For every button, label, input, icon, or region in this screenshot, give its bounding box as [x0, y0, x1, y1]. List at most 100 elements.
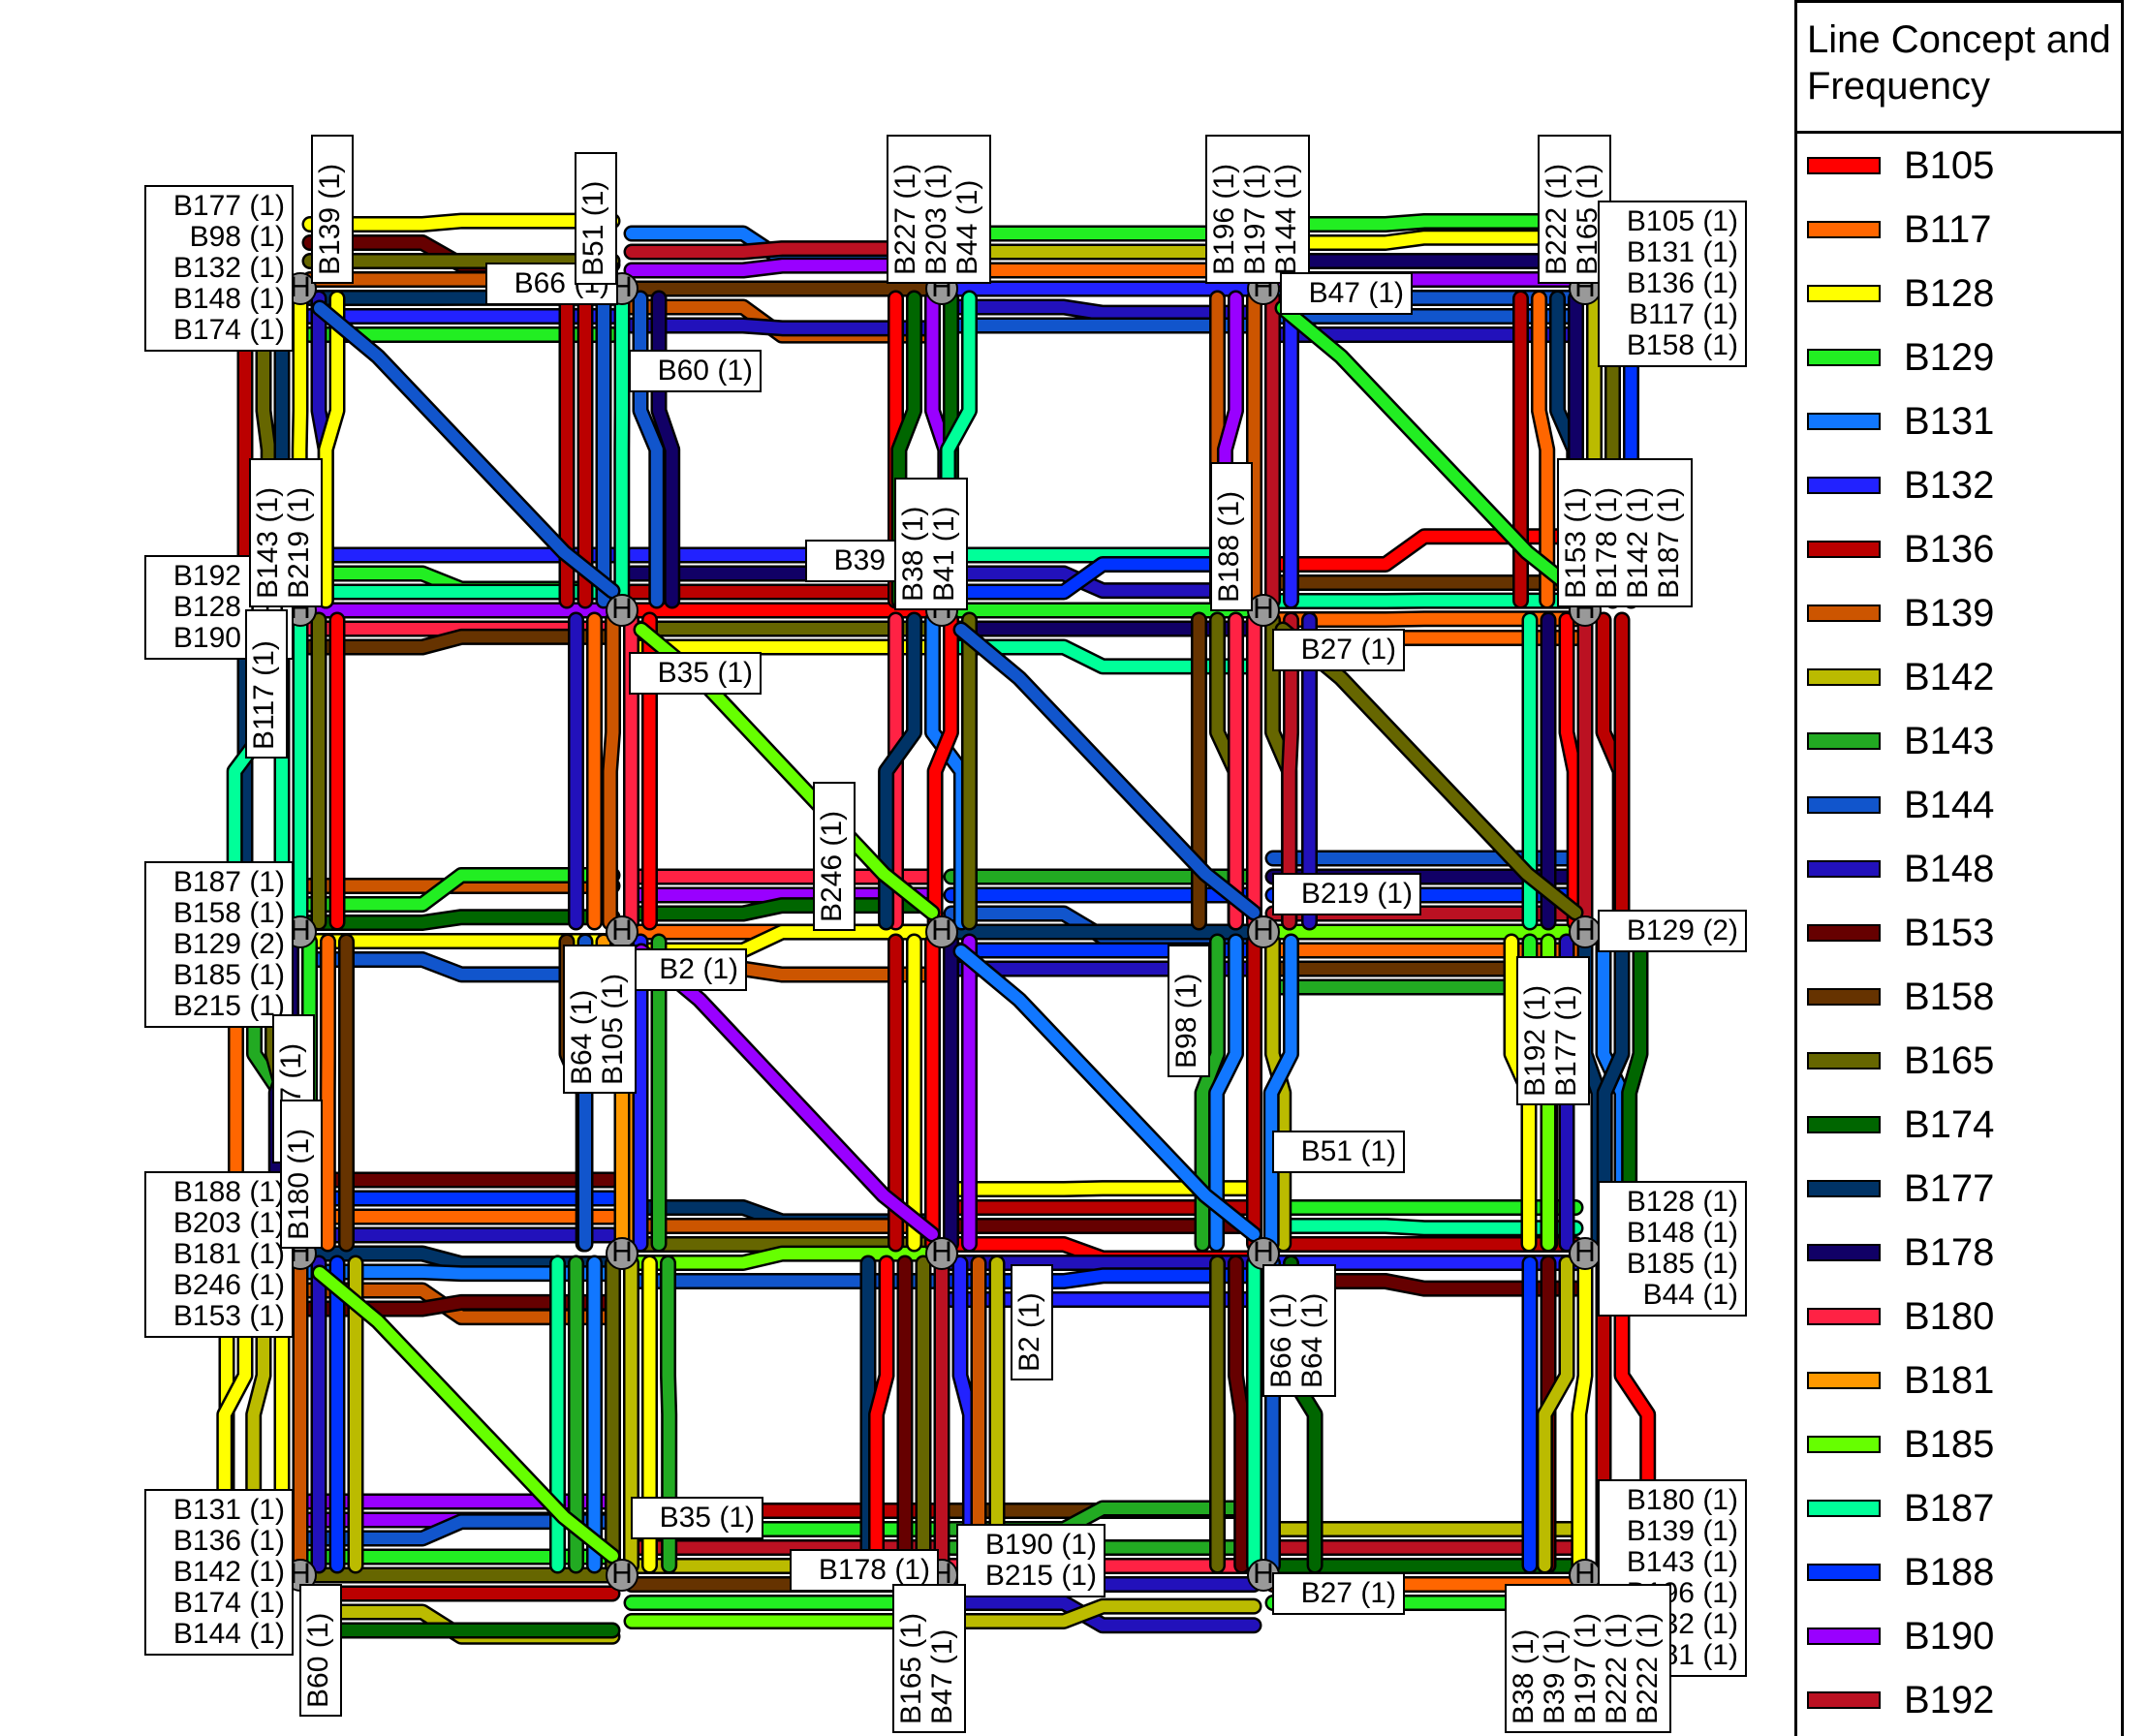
- stop-node[interactable]: H: [606, 593, 638, 627]
- stop-label-box: [1280, 272, 1413, 315]
- legend-swatch: [1807, 668, 1881, 686]
- stop-node-symbol: H: [611, 593, 633, 625]
- legend-item: B158: [1807, 968, 1994, 1026]
- stop-label-text: B178 (1): [819, 1554, 930, 1586]
- stop-label: B219 (1): [1272, 873, 1421, 915]
- stop-label: B190 (1)B215 (1): [956, 1524, 1106, 1597]
- stop-label-text: B51 (1): [1301, 1135, 1396, 1167]
- stop-node[interactable]: H: [925, 914, 958, 948]
- line-track: [304, 1266, 618, 1280]
- stop-label-text: B136 (1): [173, 1525, 285, 1557]
- legend-label: B181: [1904, 1358, 1995, 1402]
- line-track: [946, 641, 1260, 672]
- stop-label-box: [144, 1171, 294, 1338]
- stop-label: B105 (1)B131 (1)B136 (1)B117 (1)B158 (1): [1598, 201, 1747, 367]
- stop-node[interactable]: H: [1569, 1236, 1602, 1270]
- stop-node-circle: [606, 1237, 638, 1270]
- stop-label: B35 (1): [629, 652, 762, 695]
- stop-node[interactable]: H: [1569, 914, 1602, 948]
- line-track: [946, 1269, 1260, 1287]
- stop-node-symbol: H: [931, 1236, 952, 1268]
- legend-item: B153: [1807, 904, 1994, 962]
- stop-label-text: B139 (1): [1627, 1515, 1738, 1547]
- stop-label: B131 (1)B136 (1)B142 (1)B174 (1)B144 (1): [144, 1489, 294, 1656]
- stop-node[interactable]: H: [925, 1236, 958, 1270]
- line-track: [1623, 936, 1646, 1250]
- line-track: [304, 953, 618, 980]
- stop-label: B38 (1) B41 (1): [894, 478, 968, 610]
- line-track: [870, 1257, 892, 1571]
- stop-label-text: B2 (1): [659, 953, 738, 985]
- legend-title-line2: Frequency: [1807, 65, 1990, 108]
- stop-node-symbol: H: [1574, 1236, 1596, 1268]
- stop-label-text: B158 (1): [173, 897, 285, 929]
- stop-label: B153 (1) B178 (1) B142 (1) B187 (1): [1557, 458, 1693, 607]
- stop-node[interactable]: H: [1247, 914, 1280, 948]
- legend-swatch: [1807, 1691, 1881, 1709]
- stop-label-text: B144 (1): [173, 1618, 285, 1650]
- stop-label: B196 (1) B197 (1) B144 (1): [1205, 135, 1310, 284]
- stop-label: B143 (1) B219 (1): [249, 458, 323, 607]
- legend-swatch: [1807, 1564, 1881, 1581]
- stop-label-text: B143 (1): [252, 487, 284, 599]
- stop-label-text: B181 (1): [173, 1238, 285, 1270]
- stop-label-text: B203 (1): [173, 1207, 285, 1239]
- line-track: [1267, 612, 1581, 626]
- stop-label-text: B60 (1): [658, 355, 753, 387]
- line-track: [626, 320, 938, 334]
- stop-label-text: B188 (1): [173, 1176, 285, 1208]
- legend-item: B192: [1807, 1671, 1994, 1729]
- line-track: [1267, 215, 1581, 231]
- stop-label-text: B219 (1): [283, 487, 315, 599]
- stop-label: B2 (1): [631, 948, 747, 991]
- stop-node-circle: [1247, 915, 1280, 948]
- line-track: [1561, 614, 1581, 928]
- legend-swatch: [1807, 1500, 1881, 1517]
- legend-item: B132: [1807, 456, 1994, 514]
- legend-label: B187: [1904, 1486, 1995, 1530]
- line-track: [1265, 936, 1297, 1250]
- legend-item: B185: [1807, 1415, 1994, 1473]
- stop-label: B246 (1): [813, 782, 856, 931]
- line-track: [1267, 232, 1581, 249]
- legend-item: B144: [1807, 776, 1994, 834]
- stop-label-text: B38 (1): [1508, 1629, 1540, 1724]
- legend-item: B180: [1807, 1287, 1994, 1346]
- line-track: [604, 614, 619, 928]
- stop-node-symbol: H: [1253, 1236, 1274, 1268]
- legend-label: B174: [1904, 1102, 1995, 1146]
- stop-label: B60 (1): [629, 350, 762, 392]
- stop-label-text: B144 (1): [1270, 164, 1302, 275]
- line-track: [954, 1257, 977, 1571]
- legend-swatch: [1807, 924, 1881, 942]
- legend-swatch: [1807, 1628, 1881, 1645]
- stop-label-text: B227 (1): [889, 164, 921, 275]
- line-track: [946, 558, 1260, 598]
- stop-label-text: B153 (1): [173, 1300, 285, 1332]
- stop-label-text: B177 (1): [173, 190, 285, 222]
- stop-label: B165 (1) B47 (1): [892, 1584, 966, 1733]
- legend-title: Line Concept and Frequency: [1797, 3, 2121, 109]
- stop-label-text: B180 (1): [283, 1129, 315, 1240]
- stop-label-box: [1516, 956, 1590, 1105]
- stop-label-text: B66 (1): [1265, 1293, 1297, 1388]
- stop-label-text: B222 (1): [1601, 1613, 1633, 1724]
- legend-label: B158: [1904, 975, 1995, 1018]
- legend-title-line1: Line Concept and: [1807, 18, 2111, 61]
- stop-node[interactable]: H: [1569, 1558, 1602, 1592]
- legend-label: B117: [1904, 207, 1992, 251]
- legend-swatch: [1807, 860, 1881, 878]
- stop-node[interactable]: H: [1247, 1558, 1280, 1592]
- stop-label-text: B35 (1): [660, 1502, 755, 1534]
- stop-label-text: B143 (1): [1627, 1546, 1738, 1578]
- line-track: [662, 1257, 675, 1571]
- stop-label-box: [1598, 201, 1747, 367]
- stop-label-text: B197 (1): [1570, 1613, 1602, 1724]
- stop-label-box: [249, 458, 323, 607]
- legend-swatch: [1807, 1372, 1881, 1389]
- legend-label: B165: [1904, 1038, 1995, 1082]
- stop-label-text: B27 (1): [1301, 1577, 1396, 1609]
- stop-label: B128 (1)B148 (1)B185 (1)B44 (1): [1598, 1181, 1747, 1317]
- stop-node[interactable]: H: [606, 1236, 638, 1270]
- stop-node[interactable]: H: [606, 1558, 638, 1592]
